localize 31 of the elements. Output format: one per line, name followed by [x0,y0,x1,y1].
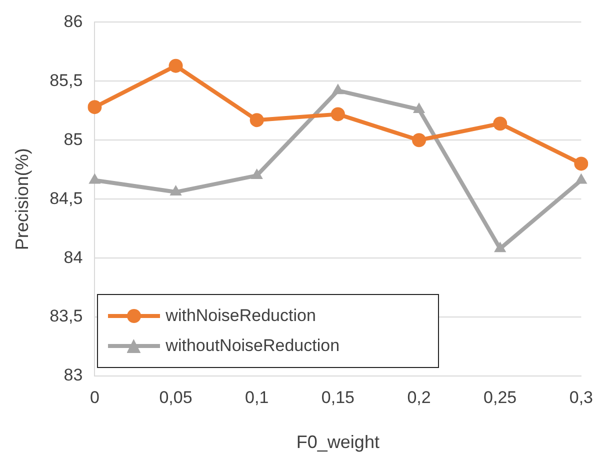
y-tick-label: 83 [64,366,83,385]
x-tick-label: 0,3 [569,388,594,407]
y-tick-label: 83,5 [50,306,83,326]
point [412,133,426,148]
legend-label: withNoiseReduction [166,306,316,326]
point [575,173,588,184]
point [88,173,101,184]
y-tick-label: 84 [64,248,83,267]
point [574,156,588,171]
x-tick-label: 0,05 [159,388,192,407]
point [330,107,345,122]
x-tick-label: 0,2 [407,388,431,407]
point [493,116,508,131]
point [494,242,506,252]
x-tick-label: 0,15 [321,388,354,407]
point [250,113,264,128]
point [168,58,183,73]
x-axis-title: F0_weight [296,432,380,452]
x-tick-label: 0,1 [245,388,269,407]
x-tick-label: 0,25 [484,388,517,407]
x-tick-label: 0 [90,388,100,407]
point [88,100,102,114]
legend-label: withoutNoiseReduction [166,336,340,356]
y-axis-title: Precision(%) [12,148,32,250]
y-tick-label: 85 [64,130,83,149]
point [332,84,344,94]
point [250,168,263,180]
y-tick-label: 86 [64,12,83,31]
y-tick-label: 84,5 [50,188,83,208]
y-tick-label: 85,5 [50,70,83,90]
point [170,185,182,196]
